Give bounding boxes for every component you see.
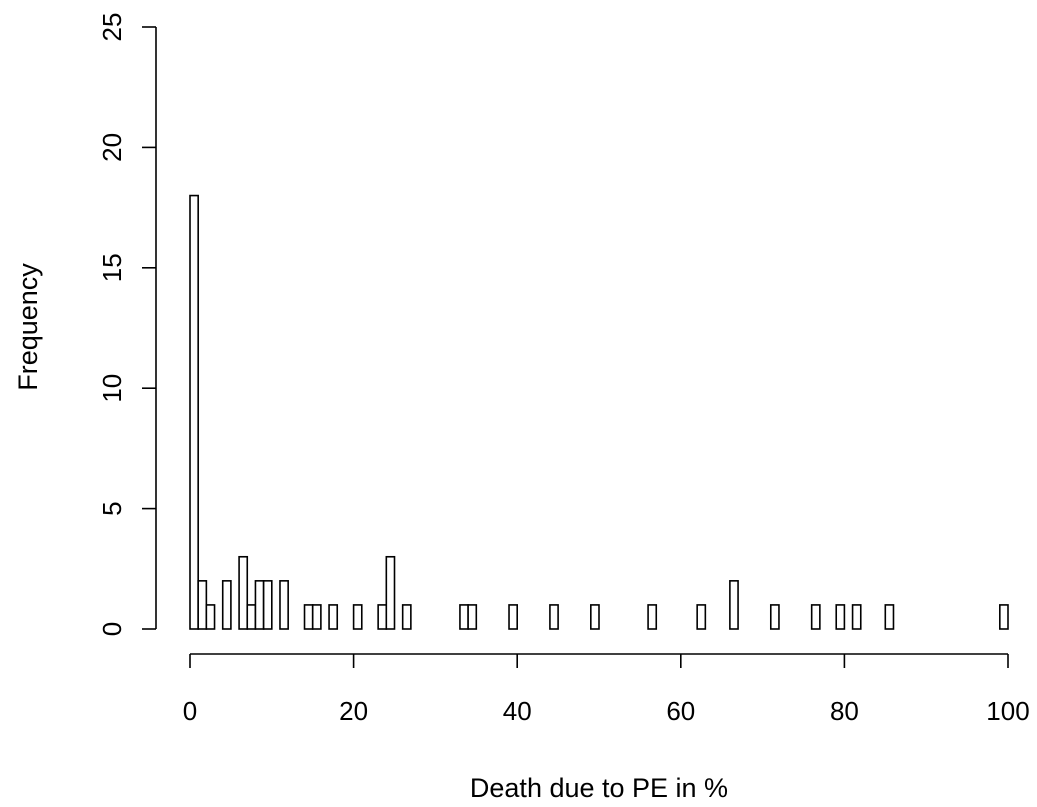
histogram-bar	[303, 604, 314, 630]
histogram-bar	[205, 604, 216, 630]
histogram-bar	[851, 604, 862, 630]
histogram-bar	[769, 604, 780, 630]
histogram-bar	[262, 580, 273, 630]
histogram-bar	[311, 604, 322, 630]
x-axis: 0 20 40 60 80 100	[183, 653, 1030, 726]
histogram-bar	[189, 194, 199, 630]
histogram-bar	[385, 555, 396, 630]
y-tick-label: 10	[97, 374, 127, 403]
y-tick-label: 15	[97, 253, 127, 282]
x-tick-label: 0	[183, 696, 197, 726]
histogram-bar	[352, 604, 363, 630]
histogram-bar	[246, 604, 257, 630]
histogram-bar	[999, 604, 1009, 630]
y-tick-label: 20	[97, 133, 127, 162]
histogram-bar	[647, 604, 658, 630]
histogram-bar	[508, 604, 518, 630]
histogram-bar	[197, 580, 208, 630]
histogram-bar	[401, 604, 412, 630]
histogram-bar	[238, 555, 249, 630]
y-tick-label: 0	[97, 622, 127, 636]
histogram-bar	[459, 604, 469, 630]
histogram-bar	[729, 580, 739, 630]
histogram-bar	[835, 604, 846, 630]
y-axis: 0 5 10 15 20 25	[97, 13, 157, 636]
y-axis-title: Frequency	[13, 263, 43, 391]
histogram-bar	[221, 580, 232, 630]
histogram-bar	[328, 604, 339, 630]
histogram-bar	[254, 580, 265, 630]
histogram-bar	[549, 604, 559, 630]
histogram-bar	[377, 604, 388, 630]
histogram-bar	[810, 604, 821, 630]
x-tick-label: 40	[503, 696, 532, 726]
y-tick-label: 25	[97, 13, 127, 42]
x-tick-label: 80	[830, 696, 859, 726]
x-tick-label: 100	[986, 696, 1029, 726]
histogram-bar	[279, 580, 289, 630]
histogram-bar	[590, 604, 600, 630]
x-tick-label: 20	[339, 696, 368, 726]
histogram-bar	[696, 604, 707, 630]
y-tick-label: 5	[97, 501, 127, 515]
x-axis-title: Death due to PE in %	[470, 773, 728, 803]
histogram-bar	[467, 604, 478, 630]
histogram-bars	[189, 194, 1009, 630]
x-tick-label: 60	[666, 696, 695, 726]
histogram-bar	[884, 604, 895, 630]
